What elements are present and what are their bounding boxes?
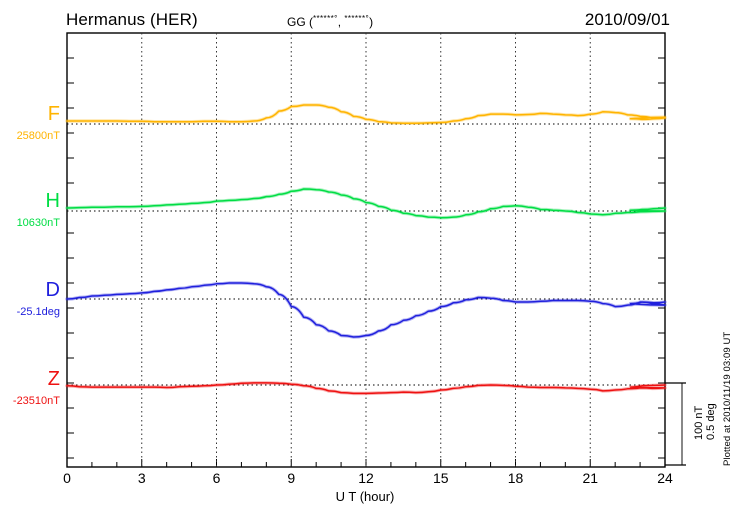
scale-bar-label-deg: 0.5 deg xyxy=(705,403,717,440)
trace-line-F xyxy=(66,104,666,124)
scale-bar-label-nt: 100 nT xyxy=(693,405,705,440)
observatory-title: Hermanus (HER) xyxy=(66,10,198,29)
component-label-D: D xyxy=(45,279,60,301)
trace-line-H xyxy=(66,188,666,219)
x-axis-label: U T (hour) xyxy=(335,489,395,504)
x-tick-label: 21 xyxy=(582,470,599,486)
component-baseline-H: 10630nT xyxy=(16,217,60,229)
x-tick-label: 3 xyxy=(137,470,146,486)
x-tick-label: 24 xyxy=(657,470,673,486)
coordinate-latitude: ******° xyxy=(313,14,338,23)
observation-date: 2010/09/01 xyxy=(584,10,670,29)
trace-group-H xyxy=(65,187,667,220)
component-baseline-F: 25800nT xyxy=(16,130,60,142)
component-label-H: H xyxy=(45,190,60,212)
component-label-F: F xyxy=(47,103,60,125)
component-baseline-Z: -23510nT xyxy=(12,395,60,407)
x-tick-label: 18 xyxy=(507,470,524,486)
x-tick-label: 12 xyxy=(358,470,374,486)
trace-line-Z xyxy=(66,382,666,395)
trace-group-Z xyxy=(65,381,667,396)
plotted-timestamp: Plotted at 2010/11/19 03:09 UT xyxy=(722,331,730,466)
trace-line-D xyxy=(66,282,666,338)
component-label-Z: Z xyxy=(47,368,60,390)
coordinate-system-label: GG xyxy=(287,15,306,29)
trace-group-F xyxy=(65,103,667,125)
geographic-coordinates: GG (******°, ******°) xyxy=(287,14,374,29)
x-tick-label: 0 xyxy=(63,470,71,486)
x-tick-label: 6 xyxy=(212,470,221,486)
component-baseline-D: -25.1deg xyxy=(16,306,60,318)
x-tick-label: 9 xyxy=(287,470,296,486)
x-tick-label: 15 xyxy=(432,470,449,486)
coordinate-longitude: ******° xyxy=(344,14,370,23)
trace-group-D xyxy=(65,281,667,339)
